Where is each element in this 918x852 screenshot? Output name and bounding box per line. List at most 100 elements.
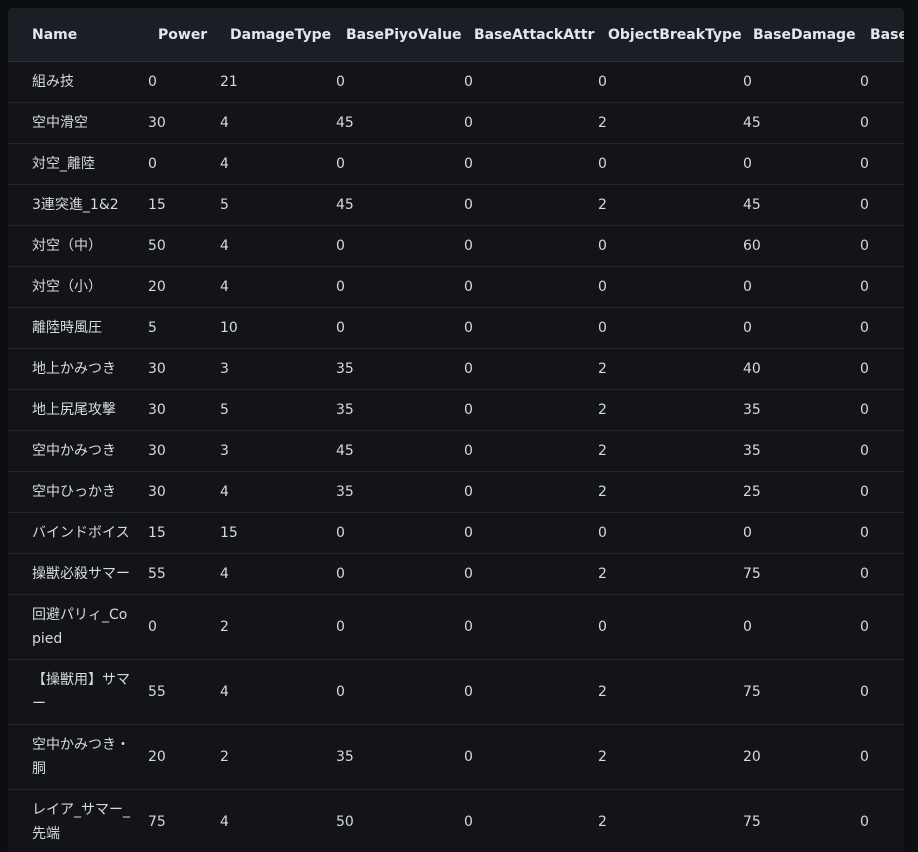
value-cell: 0	[328, 225, 456, 267]
name-cell: 空中かみつき	[8, 430, 140, 472]
value-cell: 0	[735, 307, 852, 349]
table-row: 組み技 0 21 0 0 0 0 0	[8, 61, 904, 103]
value-cell: 0	[852, 184, 904, 226]
value-cell: 0	[328, 594, 456, 660]
column-header[interactable]: DamageType	[212, 8, 331, 62]
value-cell: 4	[212, 225, 328, 267]
name-cell: 空中滑空	[8, 102, 140, 144]
value-cell: 50	[328, 789, 456, 852]
value-cell: 4	[212, 143, 328, 185]
column-header[interactable]: BaseDamage	[735, 8, 856, 62]
value-cell: 30	[140, 348, 212, 390]
value-cell: 35	[735, 389, 852, 431]
value-cell: 45	[328, 184, 456, 226]
value-cell: 0	[328, 266, 456, 308]
value-cell: 2	[590, 348, 735, 390]
value-cell: 75	[735, 659, 852, 725]
value-cell: 0	[590, 266, 735, 308]
value-cell: 35	[735, 430, 852, 472]
value-cell: 15	[140, 184, 212, 226]
value-cell: 25	[735, 471, 852, 513]
value-cell: 10	[212, 307, 328, 349]
column-header[interactable]: BasePiyoValue	[328, 8, 462, 62]
value-cell: 55	[140, 659, 212, 725]
column-header[interactable]: ObjectBreakType	[590, 8, 742, 62]
value-cell: 0	[852, 659, 904, 725]
value-cell: 0	[852, 225, 904, 267]
value-cell: 2	[590, 659, 735, 725]
value-cell: 0	[852, 143, 904, 185]
value-cell: 0	[456, 184, 590, 226]
value-cell: 0	[456, 225, 590, 267]
value-cell: 5	[140, 307, 212, 349]
value-cell: 2	[212, 724, 328, 790]
value-cell: 0	[590, 307, 735, 349]
table-row: 回避パリィ_Copied 0 2 0 0 0 0 0	[8, 594, 904, 660]
value-cell: 40	[735, 348, 852, 390]
name-cell: 地上かみつき	[8, 348, 140, 390]
value-cell: 4	[212, 102, 328, 144]
name-cell: 回避パリィ_Copied	[8, 594, 140, 660]
value-cell: 35	[328, 724, 456, 790]
value-cell: 50	[140, 225, 212, 267]
value-cell: 0	[456, 659, 590, 725]
value-cell: 30	[140, 102, 212, 144]
value-cell: 0	[852, 471, 904, 513]
value-cell: 0	[852, 512, 904, 554]
value-cell: 0	[590, 594, 735, 660]
name-cell: 操獣必殺サマー	[8, 553, 140, 595]
value-cell: 3	[212, 348, 328, 390]
value-cell: 0	[852, 102, 904, 144]
table-row: バインドボイス 15 15 0 0 0 0 0	[8, 512, 904, 554]
value-cell: 35	[328, 348, 456, 390]
table-row: 3連突進_1&2 15 5 45 0 2 45 0	[8, 184, 904, 226]
value-cell: 0	[456, 471, 590, 513]
value-cell: 0	[456, 594, 590, 660]
column-header[interactable]: BaseAttackAttr	[456, 8, 594, 62]
table-row: 空中ひっかき 30 4 35 0 2 25 0	[8, 471, 904, 513]
name-cell: レイア_サマー_先端	[8, 789, 140, 852]
table-row: 【操獣用】サマー 55 4 0 0 2 75 0	[8, 659, 904, 725]
value-cell: 20	[140, 724, 212, 790]
value-cell: 20	[735, 724, 852, 790]
value-cell: 60	[735, 225, 852, 267]
value-cell: 0	[456, 512, 590, 554]
value-cell: 3	[212, 430, 328, 472]
value-cell: 0	[735, 266, 852, 308]
column-header[interactable]: BaseA	[852, 8, 904, 62]
value-cell: 0	[852, 348, 904, 390]
value-cell: 0	[456, 307, 590, 349]
value-cell: 2	[590, 102, 735, 144]
value-cell: 0	[328, 61, 456, 103]
column-header[interactable]: Name	[8, 8, 140, 62]
value-cell: 30	[140, 389, 212, 431]
value-cell: 0	[328, 659, 456, 725]
value-cell: 5	[212, 389, 328, 431]
value-cell: 2	[590, 789, 735, 852]
value-cell: 0	[328, 553, 456, 595]
table-row: 対空_離陸 0 4 0 0 0 0 0	[8, 143, 904, 185]
value-cell: 4	[212, 659, 328, 725]
value-cell: 0	[456, 389, 590, 431]
table-row: 地上尻尾攻撃 30 5 35 0 2 35 0	[8, 389, 904, 431]
value-cell: 2	[590, 471, 735, 513]
value-cell: 0	[852, 789, 904, 852]
name-cell: 3連突進_1&2	[8, 184, 140, 226]
value-cell: 55	[140, 553, 212, 595]
column-header[interactable]: Power	[140, 8, 212, 62]
name-cell: 離陸時風圧	[8, 307, 140, 349]
name-cell: 組み技	[8, 61, 140, 103]
value-cell: 0	[456, 724, 590, 790]
value-cell: 0	[852, 553, 904, 595]
value-cell: 0	[590, 225, 735, 267]
value-cell: 0	[456, 348, 590, 390]
value-cell: 0	[456, 61, 590, 103]
name-cell: 空中ひっかき	[8, 471, 140, 513]
value-cell: 2	[212, 594, 328, 660]
value-cell: 75	[735, 553, 852, 595]
data-table: Name Power DamageType BasePiyoValue BaseAtta…	[8, 8, 904, 852]
table-row: 対空（中） 50 4 0 0 0 60 0	[8, 225, 904, 267]
table-row: レイア_サマー_先端 75 4 50 0 2 75 0	[8, 789, 904, 852]
value-cell: 5	[212, 184, 328, 226]
value-cell: 20	[140, 266, 212, 308]
